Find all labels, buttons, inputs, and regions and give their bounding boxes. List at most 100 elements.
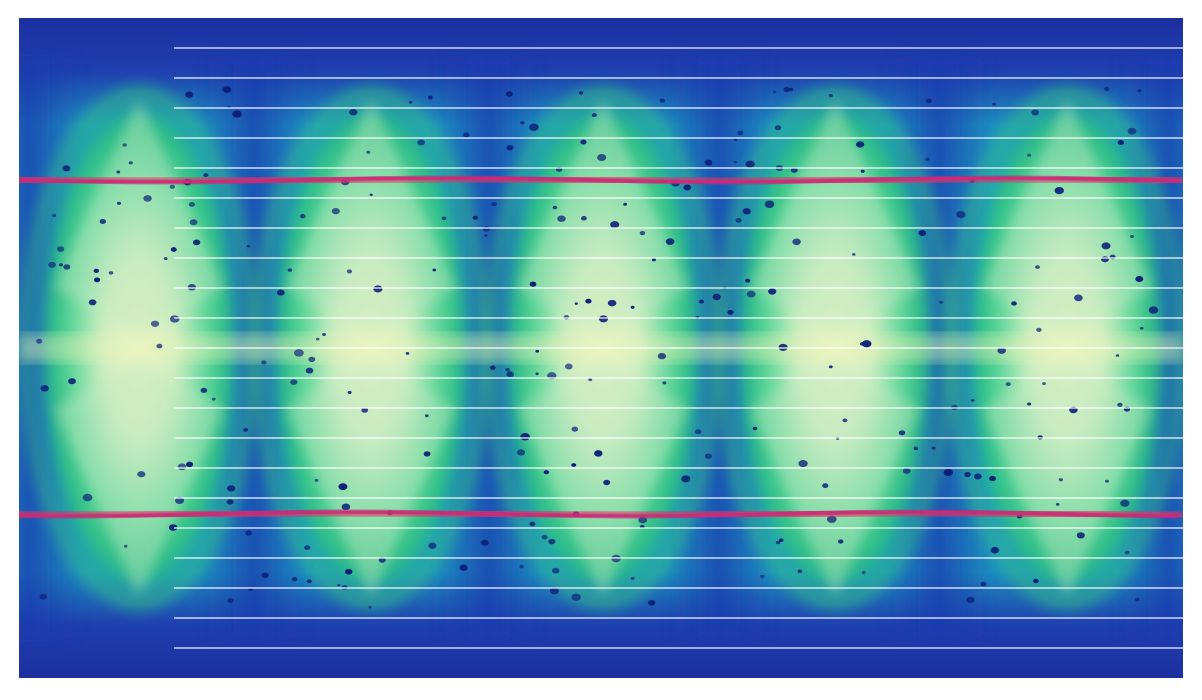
ink-speck [349,109,358,116]
ink-speck [535,349,540,353]
ink-speck [261,572,269,579]
ink-speck [860,169,865,173]
painting-canvas [19,18,1183,678]
magenta-stripes [19,172,1183,522]
ink-speck [245,530,253,536]
lobe-lower-highlight-4 [750,358,920,598]
white-horizontal-lines [174,47,1183,649]
ink-speck [175,496,185,505]
ink-speck [774,125,782,131]
ink-speck [588,378,593,382]
ink-speck [122,143,127,147]
ink-speck [1130,235,1134,238]
ink-speck [610,221,620,229]
ink-speck [571,593,581,601]
ink-speck [735,217,742,223]
ink-speck [222,86,232,93]
ink-speck [760,574,765,578]
ink-speck [861,340,872,348]
ink-speck [571,463,577,467]
ink-speck [989,475,996,482]
ink-speck [520,121,525,125]
ink-speck [549,587,559,595]
ink-speck [665,238,675,245]
ink-speck [745,160,755,168]
ink-speck [790,167,798,173]
ink-speck [373,285,383,293]
ink-speck [742,208,751,215]
ink-speck [943,468,953,477]
ink-speck [1117,140,1125,145]
ink-speck [837,539,844,544]
ink-speck [62,165,71,172]
ink-speck [1127,127,1137,135]
ink-speck [797,569,802,573]
ink-speck [1027,153,1032,157]
ink-speck [1124,550,1130,555]
ink-speck [578,91,584,95]
ink-speck [997,347,1006,354]
ink-speck [630,305,635,309]
ink-speck [1011,301,1017,306]
ink-speck [243,428,249,432]
ink-speck [1115,354,1120,357]
ink-speck [603,479,611,486]
ink-speck [290,379,298,385]
ink-speck [423,451,431,457]
ink-speck [490,365,496,370]
ink-speck [594,450,603,457]
ink-speck [520,433,530,441]
ink-speck [828,94,833,98]
ink-speck [186,461,194,468]
ink-speck [287,268,293,272]
ink-speck [571,426,579,432]
ink-speck [408,100,413,104]
ink-speck [1032,578,1039,584]
ink-speck [775,540,781,545]
ink-speck [925,157,930,161]
ink-speck [1120,499,1130,507]
ink-speck [1105,479,1109,483]
ink-speck [304,545,311,551]
ink-speck [505,367,510,372]
ink-speck [1005,382,1011,387]
ink-speck [1117,402,1123,407]
ink-speck [48,261,57,268]
ink-speck [200,387,208,393]
ink-speck [226,499,234,505]
ink-speck [366,150,371,154]
ink-speck [971,399,975,402]
ink-speck [639,231,646,236]
ink-speck [746,290,756,298]
ink-speck [306,579,312,584]
ink-speck [116,201,122,205]
ink-speck [939,300,943,304]
ink-speck [82,493,93,502]
ink-speck [992,102,996,106]
ink-speck [150,320,160,327]
ink-speck [480,539,489,546]
ink-speck [177,463,187,471]
ink-speck [704,159,713,166]
ink-speck [733,160,737,164]
lobe-upper-highlight-4 [750,98,920,338]
ink-speck [232,110,242,118]
ink-speck [552,205,558,210]
ink-speck [226,485,236,492]
ink-speck [58,263,64,267]
ink-speck [347,390,352,394]
ink-speck [315,337,320,341]
lobe-lower-highlight-3 [518,358,688,598]
lobe-upper-highlight-3 [518,98,688,338]
ink-speck [852,253,856,256]
ink-speck [505,91,513,97]
ink-speck [294,349,304,357]
ink-speck [417,139,425,146]
ink-speck [607,299,617,307]
ink-speck [580,139,587,145]
ink-speck [662,381,667,385]
ink-speck [39,593,47,600]
ink-speck [338,483,348,491]
ink-speck [623,202,627,206]
ink-speck [368,606,372,609]
